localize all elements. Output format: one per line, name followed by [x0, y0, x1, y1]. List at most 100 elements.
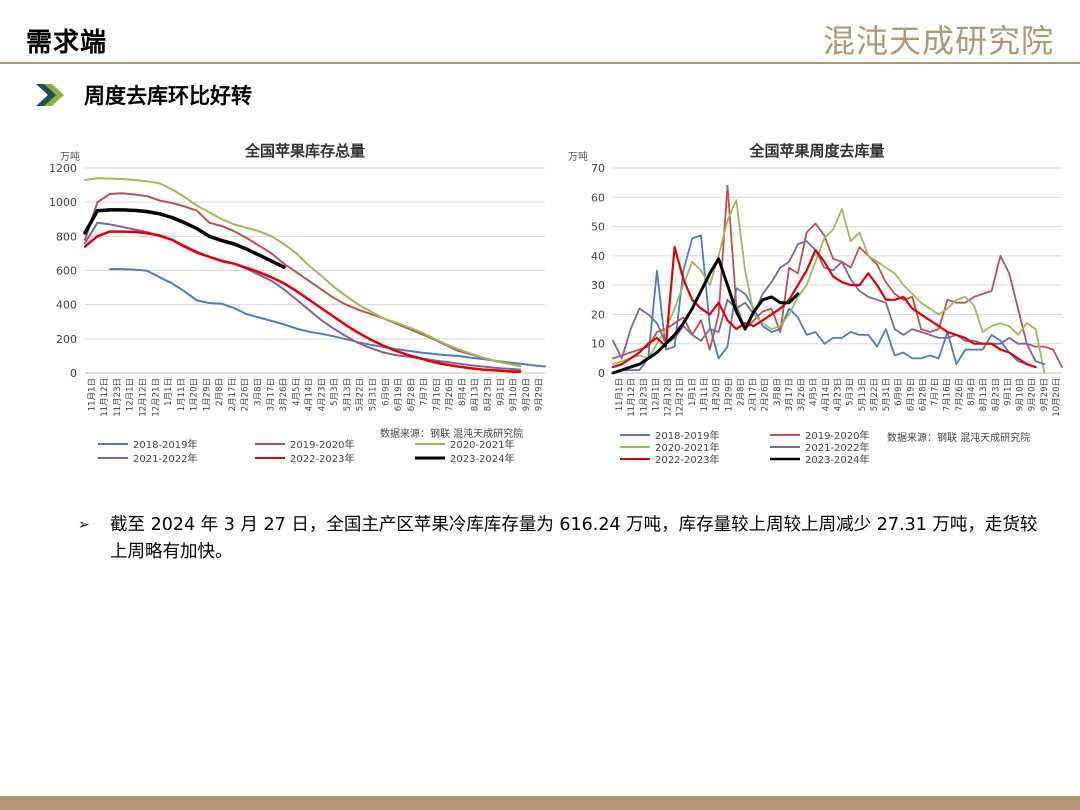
x-tick-label: 7月16日 [432, 378, 442, 411]
series-line-2019-2020年 [612, 184, 1063, 369]
weekly-destock-chart: 全国苹果周度去库量 万吨 0 10 20 30 40 50 60 70 11月1日 11月12日… [568, 142, 1063, 466]
legend-item: 2022-2023年 [620, 453, 720, 466]
y-tick-label: 1000 [49, 196, 77, 209]
x-tick-label: 1月20日 [712, 378, 722, 411]
x-tick-label: 8月13日 [979, 378, 989, 411]
legend-label: 2019-2020年 [290, 438, 355, 451]
legend-item: 2018-2019年 [98, 438, 198, 451]
x-tick-label: 11月23日 [639, 378, 649, 417]
x-tick-label: 2月26日 [761, 378, 771, 411]
x-tick-label: 12月12日 [664, 378, 674, 417]
header-divider [0, 62, 1080, 64]
x-tick-label: 5月3日 [330, 378, 340, 406]
y-tick-label: 0 [70, 367, 77, 380]
legend-label: 2022-2023年 [290, 452, 355, 465]
x-tick-label: 2月17日 [749, 378, 759, 411]
x-tick-label: 7月7日 [931, 378, 941, 406]
summary-note: ➢ 截至 2024 年 3 月 27 日，全国主产区苹果冷库库存量为 616.2… [78, 512, 1038, 566]
legend-label: 2020-2021年 [655, 441, 720, 454]
series-line-2018-2019年 [108, 268, 546, 368]
page-title: 需求端 [26, 28, 108, 58]
x-tick-label: 5月31日 [369, 378, 379, 411]
x-tick-label: 3月26日 [797, 378, 807, 411]
legend-item: 2020-2021年 [620, 441, 720, 454]
x-tick-label: 1月29日 [202, 378, 212, 411]
x-tick-label: 12月1日 [126, 378, 136, 411]
x-tick-label: 7月26日 [955, 378, 965, 411]
series-line-2019-2020年 [84, 192, 522, 368]
x-tick-label: 5月31日 [882, 378, 892, 411]
x-tick-label: 3月17日 [266, 378, 276, 411]
x-tick-label: 6月28日 [407, 378, 417, 411]
legend-label: 2020-2021年 [450, 438, 515, 451]
y-tick-label: 10 [591, 338, 605, 351]
y-tick-label: 70 [591, 162, 605, 175]
legend-label: 2019-2020年 [805, 429, 870, 442]
x-tick-label: 5月22日 [870, 378, 880, 411]
x-tick-label: 8月13日 [471, 378, 481, 411]
x-tick-label: 9月10日 [1016, 378, 1026, 411]
x-tick-label: 9月10日 [509, 378, 519, 411]
x-tick-label: 6月19日 [906, 378, 916, 411]
x-tick-label: 11月12日 [100, 378, 110, 417]
x-tick-label: 11月1日 [87, 378, 97, 411]
legend-item: 2020-2021年 [415, 438, 515, 451]
x-tick-label: 9月20日 [1028, 378, 1038, 411]
legend-item: 2019-2020年 [770, 429, 870, 442]
x-tick-label: 4月5日 [292, 378, 302, 406]
x-tick-label: 9月29日 [1040, 378, 1050, 411]
legend-item: 2022-2023年 [255, 452, 355, 465]
y-unit-label: 万吨 [568, 150, 588, 163]
x-tick-label: 7月7日 [420, 378, 430, 406]
y-tick-label: 200 [56, 333, 77, 346]
section-heading: 周度去库环比好转 [34, 80, 252, 110]
x-tick-label: 9月20日 [522, 378, 532, 411]
x-tick-label: 1月1日 [164, 378, 174, 406]
legend-label: 2023-2024年 [450, 452, 515, 465]
x-tick-label: 2月8日 [736, 378, 746, 406]
x-tick-label: 12月21日 [151, 378, 161, 417]
legend-item: 2019-2020年 [255, 438, 355, 451]
chart-title: 全国苹果周度去库量 [748, 142, 884, 160]
y-tick-label: 1200 [49, 162, 77, 175]
legend-item: 2021-2022年 [770, 441, 870, 454]
legend-item: 2023-2024年 [415, 452, 515, 465]
series-line-2022-2023年 [83, 230, 522, 374]
legend-item: 2021-2022年 [98, 452, 198, 465]
series-line-2020-2021年 [84, 177, 522, 367]
x-tick-label: 12月1日 [651, 378, 661, 411]
x-tick-label: 6月19日 [394, 378, 404, 411]
x-tick-label: 8月23日 [991, 378, 1001, 411]
legend-item: 2023-2024年 [770, 453, 870, 466]
y-tick-label: 60 [591, 191, 605, 204]
series-line-2023-2024年 [83, 208, 286, 269]
legend-label: 2023-2024年 [805, 453, 870, 466]
legend-label: 2021-2022年 [805, 441, 870, 454]
x-tick-label: 4月23日 [317, 378, 327, 411]
x-tick-label: 1月11日 [700, 378, 710, 411]
x-tick-label: 1月11日 [177, 378, 187, 411]
x-tick-label: 6月9日 [894, 378, 904, 406]
source-note: 数据来源：钢联 混沌天成研究院 [887, 431, 1030, 444]
x-tick-label: 9月1日 [1003, 378, 1013, 406]
y-tick-label: 400 [56, 299, 77, 312]
legend-label: 2018-2019年 [655, 429, 720, 442]
chevron-right-icon [36, 84, 64, 106]
x-tick-label: 9月1日 [496, 378, 506, 406]
x-tick-label: 2月17日 [228, 378, 238, 411]
legend-label: 2021-2022年 [133, 452, 198, 465]
bullet-arrow-icon: ➢ [78, 517, 90, 533]
x-tick-label: 5月22日 [356, 378, 366, 411]
series-line-2018-2019年 [620, 234, 1037, 372]
y-tick-label: 800 [56, 230, 77, 243]
brand-logo: 混沌天成研究院 [822, 22, 1054, 60]
x-tick-label: 9月29日 [535, 378, 545, 411]
x-tick-label: 6月28日 [918, 378, 928, 411]
x-tick-label: 12月12日 [139, 378, 149, 417]
x-tick-label: 11月23日 [113, 378, 123, 417]
x-tick-label: 5月13日 [343, 378, 353, 411]
x-tick-label: 3月26日 [279, 378, 289, 411]
x-tick-label: 11月1日 [615, 378, 625, 411]
x-tick-label: 7月26日 [445, 378, 455, 411]
x-tick-label: 4月23日 [834, 378, 844, 411]
